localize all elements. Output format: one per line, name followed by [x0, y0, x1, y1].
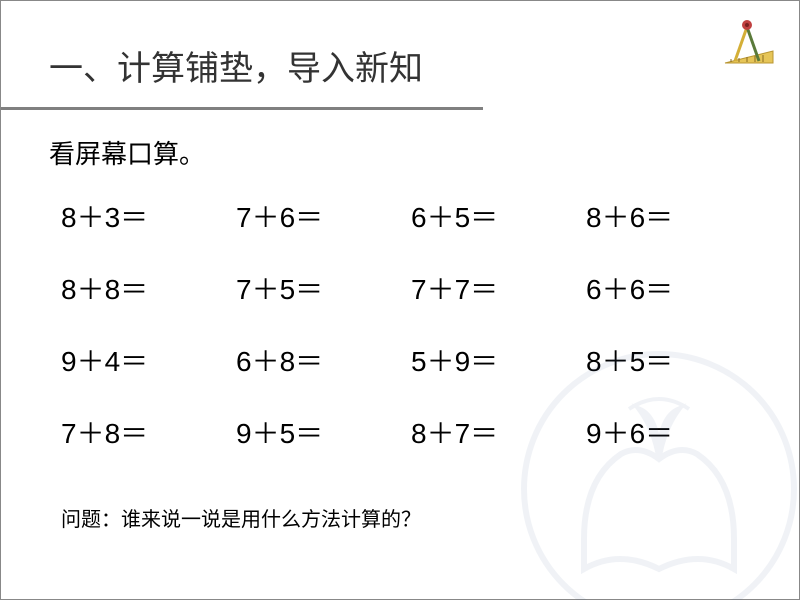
problem-cell: 7＋5＝: [236, 268, 401, 308]
problem-cell: 7＋7＝: [411, 268, 576, 308]
slide: 一、计算铺垫，导入新知 看屏幕口算。 8＋3＝ 7＋6＝ 6＋5＝ 8＋6＝ 8…: [0, 0, 800, 600]
title-divider: [1, 107, 483, 110]
problem-cell: 6＋8＝: [236, 340, 401, 380]
geometry-tools-icon: [717, 15, 779, 77]
slide-subtitle: 看屏幕口算。: [49, 134, 205, 171]
slide-title: 一、计算铺垫，导入新知: [49, 41, 423, 90]
problem-cell: 7＋8＝: [61, 412, 226, 452]
question-text: 问题：谁来说一说是用什么方法计算的？: [61, 503, 421, 532]
problem-cell: 6＋5＝: [411, 196, 576, 236]
problem-cell: 7＋6＝: [236, 196, 401, 236]
problem-cell: 6＋6＝: [586, 268, 751, 308]
problem-cell: 8＋8＝: [61, 268, 226, 308]
problem-cell: 9＋4＝: [61, 340, 226, 380]
problem-cell: 8＋6＝: [586, 196, 751, 236]
problem-cell: 8＋3＝: [61, 196, 226, 236]
problem-cell: 9＋5＝: [236, 412, 401, 452]
watermark-icon: [509, 339, 800, 600]
